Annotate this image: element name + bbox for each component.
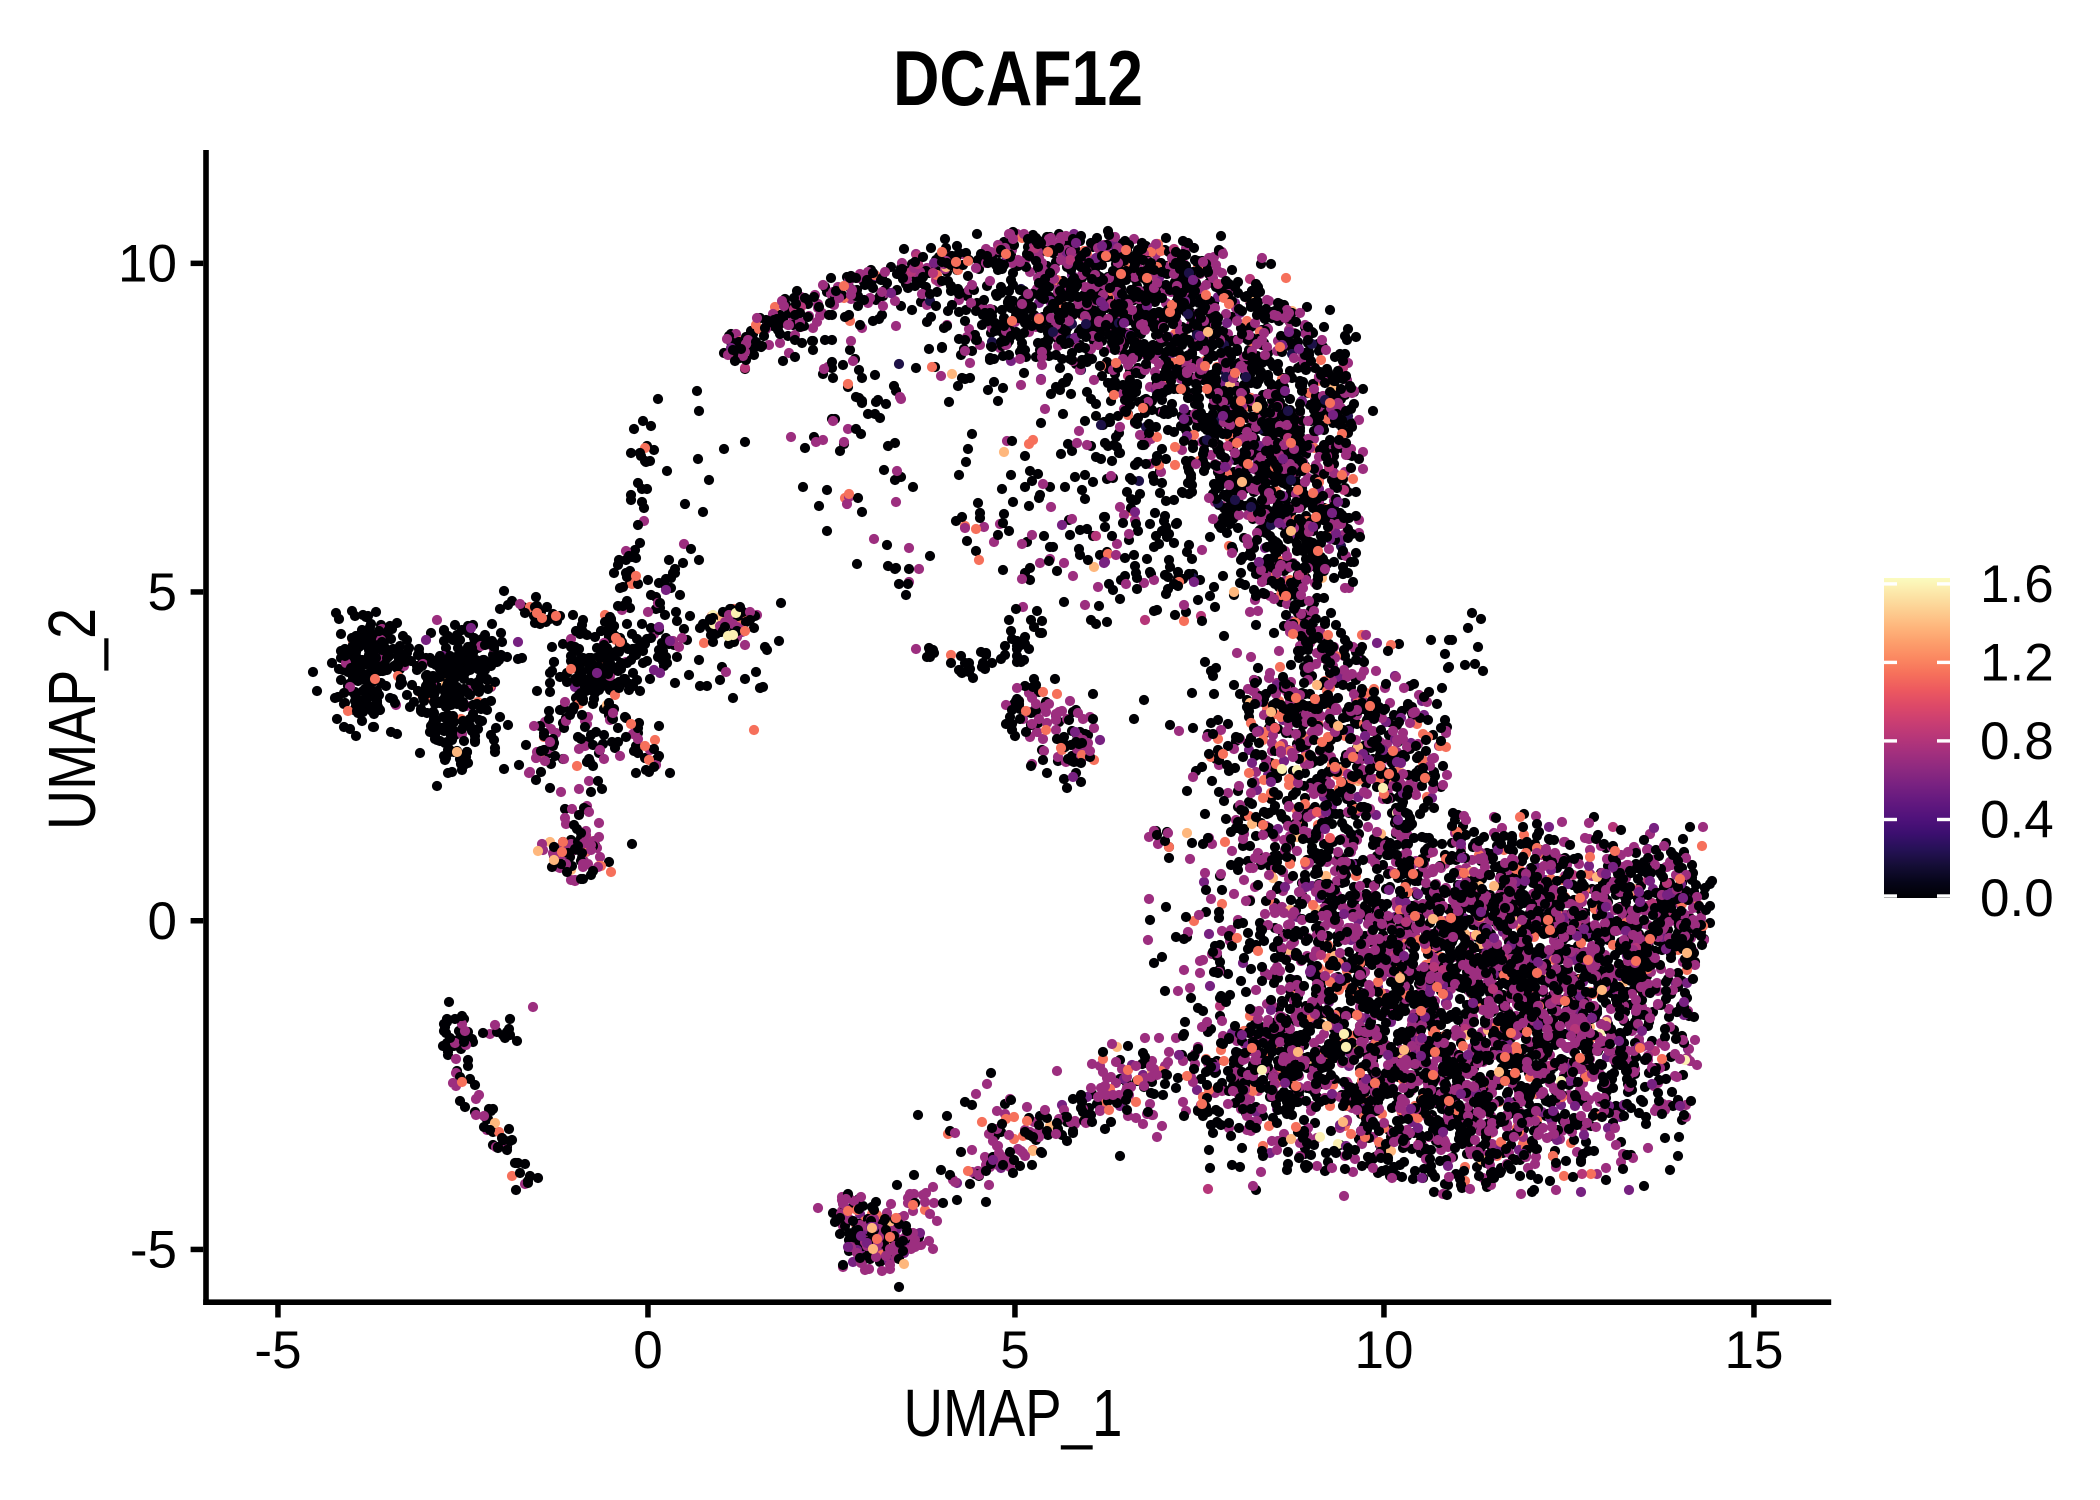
svg-text:0: 0 — [633, 1321, 662, 1380]
svg-text:0.8: 0.8 — [1980, 712, 2054, 771]
svg-text:5: 5 — [148, 563, 177, 622]
svg-text:5: 5 — [1000, 1321, 1029, 1380]
svg-text:0.4: 0.4 — [1980, 791, 2054, 850]
svg-text:UMAP_2: UMAP_2 — [35, 608, 110, 830]
svg-text:10: 10 — [118, 235, 177, 294]
svg-text:15: 15 — [1725, 1321, 1784, 1380]
svg-text:1.2: 1.2 — [1980, 634, 2054, 693]
svg-text:1.6: 1.6 — [1980, 555, 2054, 614]
svg-text:-5: -5 — [130, 1221, 177, 1280]
svg-text:DCAF12: DCAF12 — [893, 34, 1143, 122]
svg-text:-5: -5 — [254, 1321, 301, 1380]
svg-text:0.0: 0.0 — [1980, 869, 2054, 928]
svg-text:UMAP_1: UMAP_1 — [904, 1376, 1123, 1451]
svg-text:0: 0 — [148, 892, 177, 951]
svg-text:10: 10 — [1355, 1321, 1414, 1380]
